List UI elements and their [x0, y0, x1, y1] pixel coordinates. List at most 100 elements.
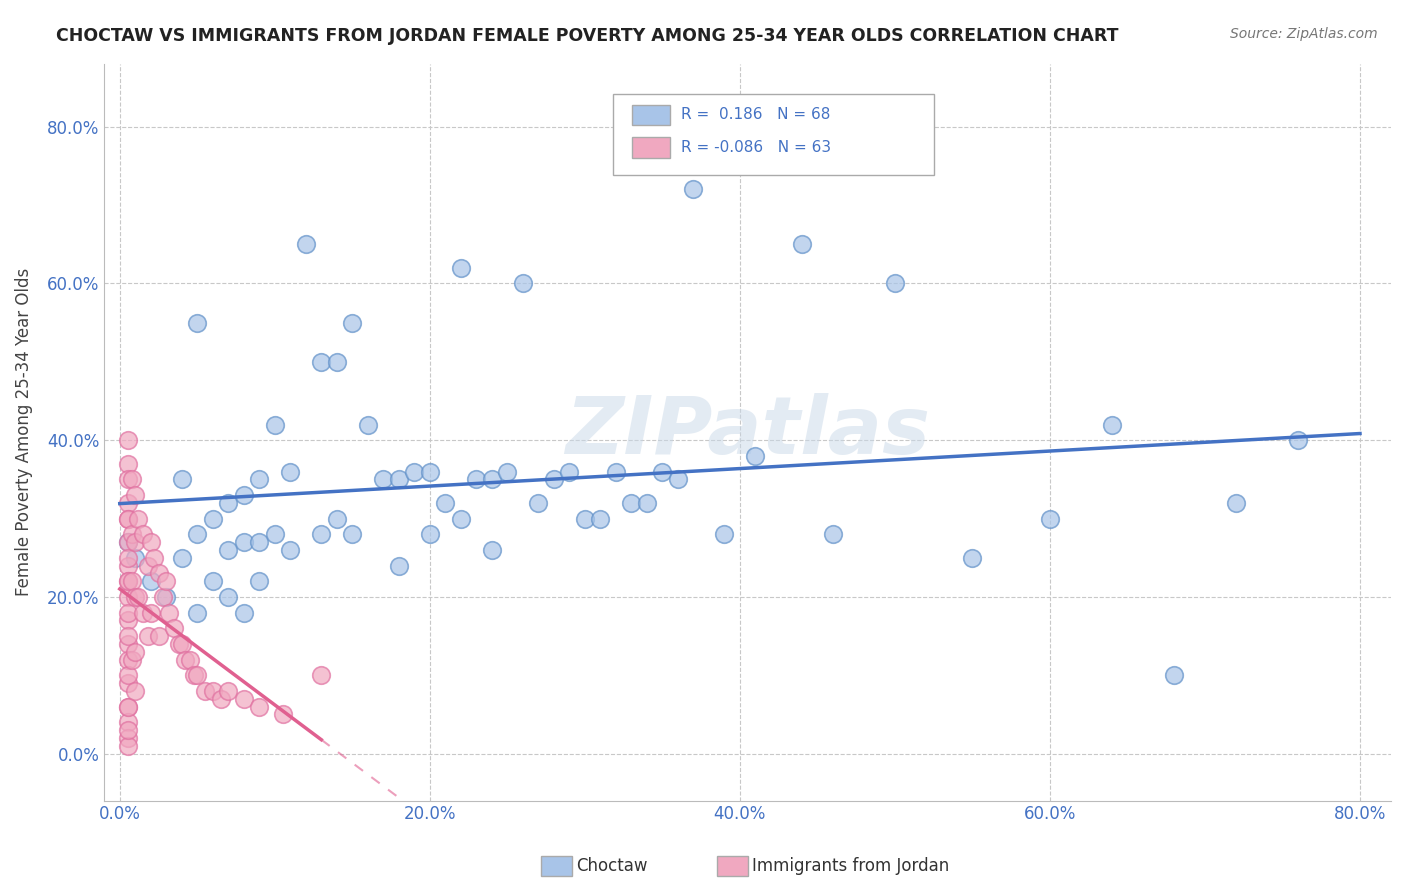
Point — [127, 511, 149, 525]
Point — [117, 676, 139, 690]
Point — [263, 527, 285, 541]
Point — [127, 590, 149, 604]
Point — [117, 668, 139, 682]
Point — [450, 511, 472, 525]
Point — [132, 527, 155, 541]
Point — [148, 566, 170, 581]
Point — [139, 574, 162, 589]
FancyBboxPatch shape — [631, 137, 671, 158]
Y-axis label: Female Poverty Among 25-34 Year Olds: Female Poverty Among 25-34 Year Olds — [15, 268, 32, 597]
FancyBboxPatch shape — [631, 104, 671, 125]
Point — [247, 535, 270, 549]
Point — [450, 260, 472, 275]
Point — [271, 707, 294, 722]
Point — [194, 684, 217, 698]
Point — [278, 542, 301, 557]
Point — [124, 590, 146, 604]
Point — [124, 645, 146, 659]
Point — [481, 472, 503, 486]
Point — [1101, 417, 1123, 432]
Point — [117, 496, 139, 510]
Point — [124, 684, 146, 698]
Point — [326, 511, 349, 525]
Point — [117, 574, 139, 589]
Point — [117, 457, 139, 471]
Point — [247, 472, 270, 486]
Point — [152, 590, 174, 604]
Point — [666, 472, 689, 486]
Point — [962, 550, 984, 565]
Point — [217, 684, 239, 698]
Point — [217, 542, 239, 557]
Point — [170, 550, 193, 565]
Point — [605, 465, 627, 479]
Point — [186, 527, 208, 541]
Point — [326, 355, 349, 369]
Point — [247, 574, 270, 589]
Point — [121, 574, 143, 589]
Point — [311, 355, 333, 369]
Point — [342, 527, 364, 541]
Point — [170, 472, 193, 486]
Point — [117, 535, 139, 549]
Point — [388, 472, 411, 486]
Point — [157, 606, 180, 620]
Point — [142, 550, 165, 565]
Point — [183, 668, 205, 682]
Point — [124, 535, 146, 549]
Point — [232, 691, 254, 706]
Point — [311, 527, 333, 541]
Text: CHOCTAW VS IMMIGRANTS FROM JORDAN FEMALE POVERTY AMONG 25-34 YEAR OLDS CORRELATI: CHOCTAW VS IMMIGRANTS FROM JORDAN FEMALE… — [56, 27, 1119, 45]
Point — [117, 614, 139, 628]
Point — [481, 542, 503, 557]
Point — [232, 488, 254, 502]
Point — [186, 316, 208, 330]
Point — [1286, 433, 1309, 447]
Point — [117, 723, 139, 737]
Point — [117, 699, 139, 714]
Point — [117, 574, 139, 589]
Point — [342, 316, 364, 330]
Point — [148, 629, 170, 643]
Point — [117, 739, 139, 753]
Point — [1039, 511, 1062, 525]
Point — [121, 472, 143, 486]
Point — [117, 731, 139, 745]
Point — [232, 535, 254, 549]
Point — [186, 606, 208, 620]
Point — [173, 652, 195, 666]
Text: Source: ZipAtlas.com: Source: ZipAtlas.com — [1230, 27, 1378, 41]
Point — [117, 511, 139, 525]
Point — [170, 637, 193, 651]
Point — [155, 590, 177, 604]
Point — [139, 606, 162, 620]
Point — [419, 527, 441, 541]
Point — [821, 527, 844, 541]
Point — [527, 496, 550, 510]
Point — [117, 606, 139, 620]
Point — [124, 550, 146, 565]
Point — [357, 417, 380, 432]
Point — [201, 511, 224, 525]
Point — [543, 472, 565, 486]
Text: ZIPatlas: ZIPatlas — [565, 393, 931, 471]
Point — [117, 558, 139, 573]
Text: R =  0.186   N = 68: R = 0.186 N = 68 — [681, 107, 830, 122]
Point — [117, 511, 139, 525]
Point — [263, 417, 285, 432]
Point — [136, 558, 159, 573]
Point — [117, 550, 139, 565]
Point — [232, 606, 254, 620]
Point — [558, 465, 581, 479]
Point — [1225, 496, 1247, 510]
Point — [121, 527, 143, 541]
Text: Choctaw: Choctaw — [576, 857, 648, 875]
Point — [404, 465, 426, 479]
Point — [117, 637, 139, 651]
Point — [117, 535, 139, 549]
Point — [117, 652, 139, 666]
Point — [512, 277, 534, 291]
Point — [419, 465, 441, 479]
Point — [117, 472, 139, 486]
Point — [139, 535, 162, 549]
